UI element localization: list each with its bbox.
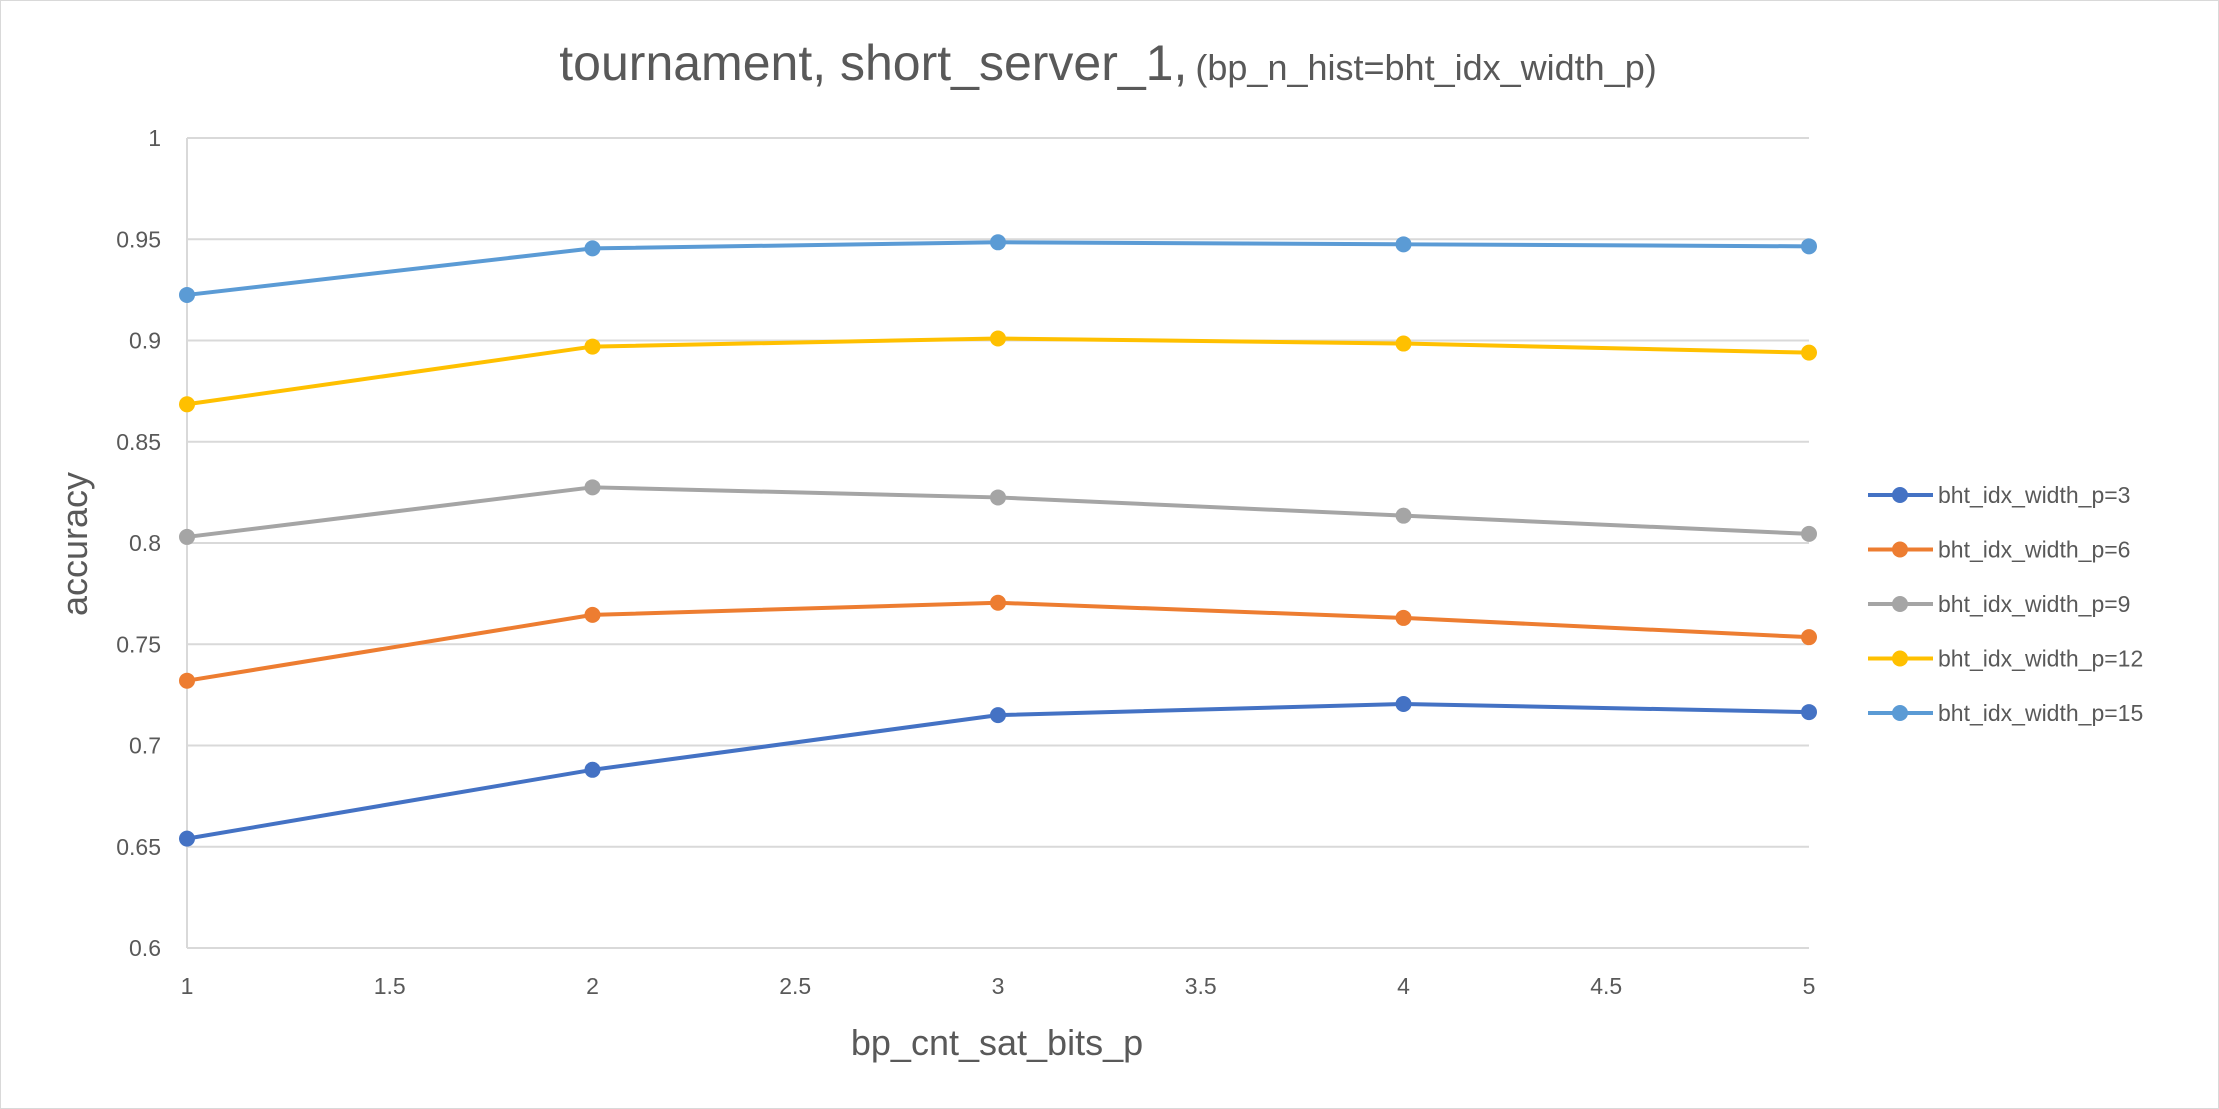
data-point [179,830,195,847]
x-tick-label: 5 [1803,973,1816,999]
legend-swatch-marker [1892,596,1908,612]
y-tick-label: 0.8 [129,530,161,556]
x-tick-label: 3.5 [1185,973,1217,999]
data-point [179,528,195,545]
series-1 [179,594,1817,689]
data-point [584,479,601,496]
data-point [584,606,601,623]
legend: bht_idx_width_p=3 bht_idx_width_p=6 bht_id… [1868,482,2143,726]
legend-label: bht_idx_width_p=6 [1938,537,2130,563]
legend-swatch-marker [1892,705,1908,721]
data-point [990,489,1006,506]
series-line [186,336,1810,407]
series-line [186,600,1810,683]
data-point [179,286,195,303]
y-tick-label: 0.7 [129,733,161,759]
legend-item-3: bht_idx_width_p=12 [1868,646,2143,672]
data-point [990,330,1006,347]
chart-title-sub: (bp_n_hist=bht_idx_width_p) [1195,47,1656,88]
y-tick-label: 0.85 [116,429,161,455]
series-layer [179,234,1817,847]
y-axis-title: accuracy [54,472,95,616]
legend-item-1: bht_idx_width_p=6 [1868,537,2130,563]
data-point [179,672,195,689]
chart-title: tournament, short_server_1, (bp_n_hist=b… [559,35,1656,91]
data-point [584,761,601,778]
y-tick-label: 0.75 [116,631,161,657]
legend-swatch-marker [1892,487,1908,503]
series-line [186,701,1810,841]
series-2 [179,479,1817,545]
data-point [1395,236,1412,253]
x-tick-label: 2 [586,973,599,999]
x-tick-label: 2.5 [779,973,811,999]
data-point [1395,335,1412,352]
x-axis-title: bp_cnt_sat_bits_p [851,1022,1143,1063]
legend-label: bht_idx_width_p=3 [1938,482,2130,508]
data-point [990,594,1006,611]
y-tick-label: 0.9 [129,328,161,354]
legend-label: bht_idx_width_p=15 [1938,700,2143,726]
legend-swatch-marker [1892,650,1908,667]
data-point [1801,344,1817,361]
y-tick-label: 0.65 [116,834,161,860]
series-3 [179,330,1817,413]
x-tick-label: 1 [181,973,194,999]
data-point [990,234,1006,251]
data-point [584,240,601,257]
series-4 [179,234,1817,303]
x-tick-label: 4 [1397,973,1410,999]
legend-label: bht_idx_width_p=9 [1938,591,2130,617]
chart-title-main: tournament, short_server_1, [559,35,1187,91]
legend-swatch-marker [1892,541,1908,558]
y-tick-label: 0.6 [129,935,161,961]
data-point [990,707,1006,724]
legend-item-2: bht_idx_width_p=9 [1868,591,2130,617]
legend-label: bht_idx_width_p=12 [1938,646,2143,672]
data-point [1801,704,1817,721]
x-tick-label: 3 [992,973,1005,999]
data-point [1801,629,1817,646]
x-tick-label: 4.5 [1590,973,1622,999]
legend-item-4: bht_idx_width_p=15 [1868,700,2143,726]
data-point [1395,507,1412,524]
data-point [1801,525,1817,542]
data-point [1395,609,1412,626]
data-point [584,338,601,355]
data-point [1395,695,1412,712]
data-point [1801,238,1817,255]
y-tick-label: 0.95 [116,226,161,252]
y-tick-label: 1 [148,125,161,151]
x-tick-label: 1.5 [374,973,406,999]
legend-item-0: bht_idx_width_p=3 [1868,482,2130,508]
y-axis: 0.6 0.65 0.7 0.75 0.8 0.85 0.9 0.95 1 [116,125,161,961]
series-0 [179,695,1817,847]
gridlines [187,137,1809,949]
data-point [179,396,195,413]
